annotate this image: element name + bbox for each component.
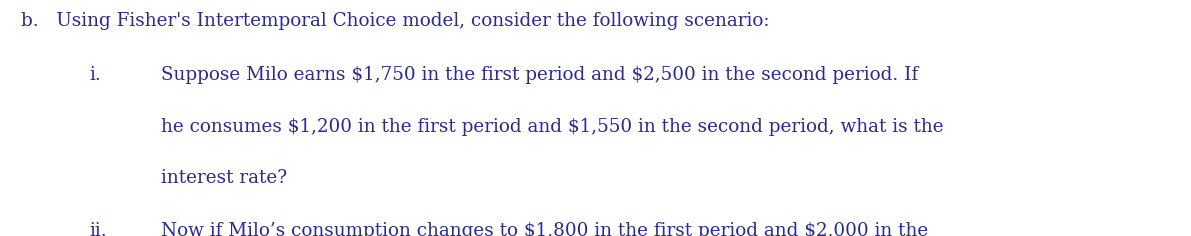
Text: Suppose Milo earns $1,750 in the first period and $2,500 in the second period. I: Suppose Milo earns $1,750 in the first p… [161,66,918,84]
Text: Now if Milo’s consumption changes to $1,800 in the first period and $2,000 in th: Now if Milo’s consumption changes to $1,… [161,222,928,236]
Text: he consumes $1,200 in the first period and $1,550 in the second period, what is : he consumes $1,200 in the first period a… [161,118,943,136]
Text: i.: i. [89,66,101,84]
Text: interest rate?: interest rate? [161,169,287,187]
Text: ii.: ii. [89,222,107,236]
Text: b.   Using Fisher's Intertemporal Choice model, consider the following scenario:: b. Using Fisher's Intertemporal Choice m… [21,12,769,30]
